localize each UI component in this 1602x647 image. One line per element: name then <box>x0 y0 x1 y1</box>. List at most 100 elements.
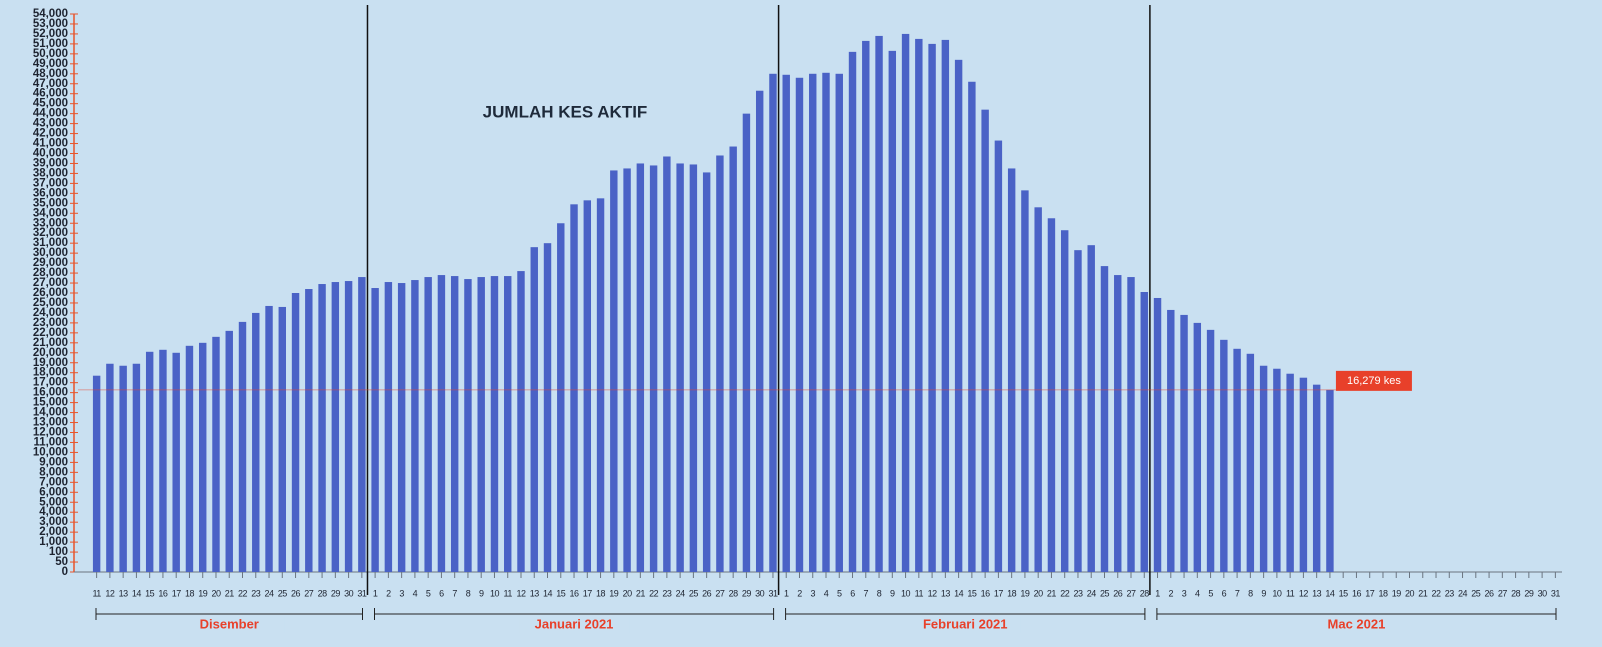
x-tick-label: 30 <box>755 588 765 598</box>
bar <box>809 74 816 572</box>
bar <box>1061 230 1068 572</box>
chart: JUMLAH KES AKTIF 0501001,0002,0003,0004,… <box>0 0 1602 647</box>
x-tick-label: 28 <box>318 588 328 598</box>
x-tick-label: 15 <box>556 588 566 598</box>
bar <box>1273 369 1280 572</box>
x-tick-label: 21 <box>1418 588 1428 598</box>
bar <box>279 307 286 572</box>
x-tick-label: 21 <box>225 588 235 598</box>
bar <box>464 279 471 572</box>
x-tick-label: 10 <box>1272 588 1282 598</box>
bar <box>491 276 498 572</box>
bar <box>398 283 405 572</box>
x-tick-label: 1 <box>373 588 378 598</box>
bar <box>1247 354 1254 572</box>
bar <box>981 110 988 572</box>
x-tick-label: 27 <box>304 588 314 598</box>
x-tick-label: 24 <box>1087 588 1097 598</box>
bar <box>743 114 750 572</box>
x-tick-label: 15 <box>1339 588 1349 598</box>
x-tick-label: 15 <box>145 588 155 598</box>
x-tick-label: 18 <box>1378 588 1388 598</box>
bar <box>610 170 617 572</box>
x-tick-label: 23 <box>1073 588 1083 598</box>
x-tick-label: 10 <box>490 588 500 598</box>
x-tick-label: 24 <box>1458 588 1468 598</box>
x-tick-label: 25 <box>1100 588 1110 598</box>
bar <box>822 73 829 572</box>
bar <box>623 168 630 572</box>
bar <box>411 280 418 572</box>
x-tick-label: 7 <box>452 588 457 598</box>
x-tick-label: 23 <box>662 588 672 598</box>
x-tick-label: 5 <box>1208 588 1213 598</box>
x-tick-label: 20 <box>1405 588 1415 598</box>
x-tick-label: 11 <box>504 588 513 598</box>
bar <box>199 343 206 572</box>
bar <box>889 51 896 572</box>
month-label: Januari 2021 <box>535 616 614 631</box>
x-tick-label: 3 <box>1182 588 1187 598</box>
bar <box>1088 245 1095 572</box>
x-tick-label: 17 <box>1365 588 1375 598</box>
x-tick-label: 17 <box>583 588 593 598</box>
bar <box>676 163 683 572</box>
x-tick-label: 19 <box>1020 588 1030 598</box>
bar <box>544 243 551 572</box>
bar <box>504 276 511 572</box>
x-tick-label: 13 <box>1312 588 1322 598</box>
bar <box>783 75 790 572</box>
x-tick-label: 1 <box>1155 588 1160 598</box>
bar <box>637 163 644 572</box>
x-tick-label: 5 <box>426 588 431 598</box>
x-tick-label: 14 <box>132 588 142 598</box>
bar <box>729 147 736 572</box>
x-tick-label: 4 <box>1195 588 1200 598</box>
bar <box>1194 323 1201 572</box>
x-tick-label: 12 <box>516 588 526 598</box>
x-tick-label: 28 <box>1140 588 1150 598</box>
x-tick-label: 23 <box>1445 588 1455 598</box>
bar <box>597 198 604 572</box>
bar <box>557 223 564 572</box>
x-tick-label: 22 <box>649 588 659 598</box>
x-tick-label: 28 <box>1511 588 1521 598</box>
x-tick-label: 9 <box>890 588 895 598</box>
bar <box>902 34 909 572</box>
bar <box>159 350 166 572</box>
bar <box>1101 266 1108 572</box>
bar <box>756 91 763 572</box>
bar <box>106 364 113 572</box>
x-tick-label: 26 <box>1113 588 1123 598</box>
x-tick-label: 30 <box>344 588 354 598</box>
x-tick-label: 16 <box>1352 588 1362 598</box>
x-tick-label: 29 <box>742 588 752 598</box>
x-tick-label: 3 <box>399 588 404 598</box>
x-tick-label: 2 <box>1169 588 1174 598</box>
x-tick-label: 30 <box>1538 588 1548 598</box>
bar <box>1220 340 1227 572</box>
x-tick-label: 22 <box>1432 588 1442 598</box>
bar <box>942 40 949 572</box>
bar <box>93 376 100 572</box>
bar <box>438 275 445 572</box>
x-tick-label: 18 <box>596 588 606 598</box>
x-tick-label: 18 <box>185 588 195 598</box>
x-tick-label: 22 <box>238 588 248 598</box>
x-tick-label: 12 <box>105 588 115 598</box>
bar <box>1313 385 1320 572</box>
x-tick-label: 23 <box>251 588 261 598</box>
x-tick-label: 7 <box>1235 588 1240 598</box>
bar <box>265 306 272 572</box>
bar <box>1154 298 1161 572</box>
bar <box>1180 315 1187 572</box>
bar <box>849 52 856 572</box>
x-tick-label: 13 <box>119 588 129 598</box>
x-tick-label: 15 <box>967 588 977 598</box>
bar <box>226 331 233 572</box>
x-tick-label: 19 <box>198 588 208 598</box>
x-tick-label: 2 <box>797 588 802 598</box>
x-tick-label: 24 <box>676 588 686 598</box>
bar <box>424 277 431 572</box>
x-tick-label: 29 <box>331 588 341 598</box>
